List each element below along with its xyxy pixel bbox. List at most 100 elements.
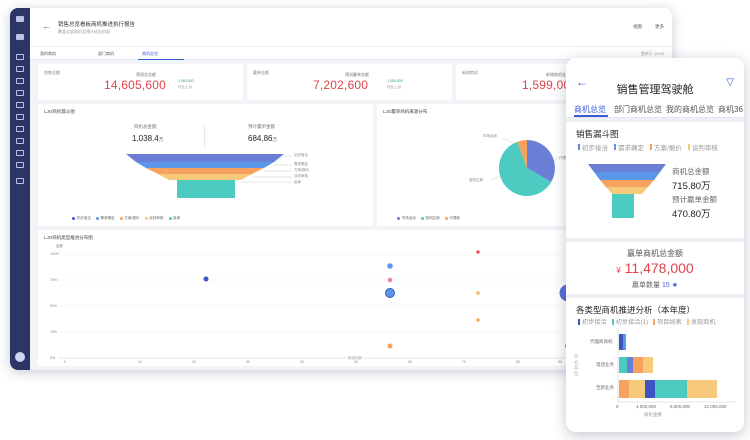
x-tick: 10 bbox=[138, 360, 142, 364]
scatter-point[interactable] bbox=[387, 277, 393, 283]
funnel-stage-label: 需求确定 bbox=[294, 162, 308, 166]
message-icon[interactable] bbox=[16, 162, 24, 168]
kpi-card-1: 销售总额 预测总金额 14,605,600 2,060,000 环比上月 bbox=[38, 64, 243, 100]
legend-item[interactable]: 赢单 bbox=[168, 216, 180, 221]
cart-icon[interactable] bbox=[16, 66, 24, 72]
legend-item[interactable]: 方案/报价 bbox=[119, 216, 140, 221]
y-tick: 50% bbox=[50, 304, 58, 308]
scatter-point[interactable] bbox=[476, 318, 480, 322]
funnel-stage-1[interactable] bbox=[588, 164, 666, 172]
sidebar bbox=[10, 8, 30, 370]
scatter-point[interactable] bbox=[476, 291, 480, 295]
back-arrow-icon[interactable]: ← bbox=[576, 75, 588, 89]
help-icon[interactable] bbox=[16, 178, 24, 184]
legend-item[interactable]: 项目线索 bbox=[653, 317, 682, 326]
document-icon[interactable] bbox=[16, 90, 24, 96]
menu-icon[interactable] bbox=[16, 16, 24, 22]
funnel-stage-2[interactable] bbox=[136, 162, 274, 168]
folder-icon[interactable] bbox=[16, 78, 24, 84]
x-tick: 4,000,000 bbox=[636, 404, 657, 409]
scatter-point[interactable] bbox=[387, 343, 393, 349]
pie-chart bbox=[490, 137, 558, 197]
bar-segment[interactable] bbox=[623, 334, 626, 350]
legend-item[interactable]: 初步接洽(1) bbox=[611, 317, 648, 326]
funnel-stage-3[interactable] bbox=[600, 180, 654, 187]
funnel-chart bbox=[126, 154, 292, 198]
pie-slice-agent[interactable] bbox=[527, 140, 555, 182]
funnel-stage-3[interactable] bbox=[146, 168, 264, 174]
tab-dept-opportunities[interactable]: 部门商机 bbox=[98, 51, 114, 56]
avatar[interactable] bbox=[15, 352, 25, 362]
x-tick: 12,000,000 bbox=[704, 404, 727, 409]
legend-item[interactable]: 需求确定 bbox=[614, 142, 644, 152]
x-tick: 30 bbox=[246, 360, 250, 364]
scatter-point[interactable] bbox=[387, 263, 393, 269]
tab-more[interactable]: 商机36 bbox=[718, 105, 743, 114]
scatter-point[interactable] bbox=[476, 250, 480, 254]
bar-segment[interactable] bbox=[619, 357, 627, 373]
kpi-label: 新增商机金额 bbox=[546, 72, 570, 77]
funnel-stage-5[interactable] bbox=[177, 180, 235, 198]
contacts-icon[interactable] bbox=[16, 114, 24, 120]
report-icon[interactable] bbox=[16, 126, 24, 132]
legend-item[interactable]: 谈判审核 bbox=[687, 142, 718, 152]
funnel-stage-1[interactable] bbox=[126, 154, 284, 162]
pie-slice-website[interactable] bbox=[498, 141, 552, 197]
legend-item[interactable]: 初步接洽 bbox=[578, 142, 608, 152]
progress-y-axis-label: 商机类型 bbox=[574, 354, 579, 376]
bar-segment[interactable] bbox=[687, 380, 717, 398]
category-label: 代理商商机 bbox=[590, 339, 613, 344]
bar-segment[interactable] bbox=[655, 380, 687, 398]
bar-segment[interactable] bbox=[629, 380, 645, 398]
bar-segment[interactable] bbox=[619, 380, 629, 398]
settings-icon[interactable] bbox=[16, 150, 24, 156]
bar-segment[interactable] bbox=[643, 357, 653, 373]
x-tick: 80 bbox=[516, 360, 520, 364]
y-tick: 75% bbox=[50, 278, 58, 282]
back-arrow-icon[interactable]: ← bbox=[42, 21, 51, 31]
filter-icon[interactable]: ▽ bbox=[726, 77, 734, 88]
bar-segment[interactable] bbox=[633, 357, 643, 373]
home-icon[interactable] bbox=[16, 54, 24, 60]
legend-item[interactable]: 谈判审核 bbox=[144, 216, 164, 221]
funnel-stage-2[interactable] bbox=[594, 172, 660, 180]
x-tick: 0 bbox=[64, 360, 66, 364]
mobile-progress-card: 各类型商机推进分析（本年度） 初步接洽 初步接洽(1) 项目线索 发现商机 商机… bbox=[566, 298, 744, 432]
legend-item[interactable]: 初步接洽 bbox=[72, 216, 91, 221]
view-button[interactable]: 视图 bbox=[633, 24, 642, 29]
legend-item[interactable]: 市场活动 bbox=[397, 216, 416, 221]
scatter-point[interactable] bbox=[385, 288, 395, 298]
x-tick: 90 bbox=[558, 360, 562, 364]
more-button[interactable]: 更多 bbox=[655, 24, 664, 29]
desktop-window: ← 销售总览看板商机推进执行报告 覆盖全部商机及预计成交阶段 视图 更多 我的商… bbox=[10, 8, 672, 370]
legend-item[interactable]: 方案/报价 bbox=[650, 142, 682, 152]
funnel-stage-4[interactable] bbox=[158, 174, 252, 180]
funnel-stage-5[interactable] bbox=[612, 194, 634, 218]
kpi-caption: 赢单金额 bbox=[253, 70, 269, 75]
tab-dept-overview[interactable]: 部门商机总览 bbox=[614, 105, 662, 114]
inbox-icon[interactable] bbox=[16, 102, 24, 108]
tab-my-opportunities[interactable]: 我的商机 bbox=[40, 51, 56, 56]
tab-opportunity-overview[interactable]: 商机总览 bbox=[574, 105, 606, 114]
bar-segment[interactable] bbox=[619, 334, 623, 350]
pie-chart-icon[interactable] bbox=[16, 138, 24, 144]
legend-item[interactable]: 需求确定 bbox=[95, 216, 115, 221]
dashboard-icon[interactable] bbox=[16, 34, 24, 40]
y-tick: 100% bbox=[50, 252, 59, 256]
x-tick: 20 bbox=[192, 360, 196, 364]
bar-segment[interactable] bbox=[645, 380, 655, 398]
legend-item[interactable]: 官网注册 bbox=[420, 216, 440, 221]
expected-amount-value: 684.86万 bbox=[248, 134, 277, 143]
legend-item[interactable]: 初步接洽 bbox=[578, 317, 607, 326]
pie-slice-event[interactable] bbox=[517, 140, 527, 168]
scatter-point[interactable] bbox=[203, 276, 209, 282]
mobile-window: ← 销售管理驾驶舱 ▽ 商机总览 部门商机总览 我的商机总览 商机36 销售漏斗… bbox=[566, 58, 744, 432]
legend-item[interactable]: 发现商机 bbox=[686, 317, 716, 326]
legend-item[interactable]: 代理商 bbox=[444, 216, 460, 221]
tab-opportunity-overview[interactable]: 商机总览 bbox=[142, 51, 158, 56]
bar-segment[interactable] bbox=[627, 357, 633, 373]
tab-my-overview[interactable]: 我的商机总览 bbox=[666, 105, 714, 114]
funnel-stage-4[interactable] bbox=[606, 187, 648, 194]
won-count: 赢单数量 15 ★ bbox=[632, 282, 678, 289]
kpi-caption: 新增商机 bbox=[462, 70, 478, 75]
